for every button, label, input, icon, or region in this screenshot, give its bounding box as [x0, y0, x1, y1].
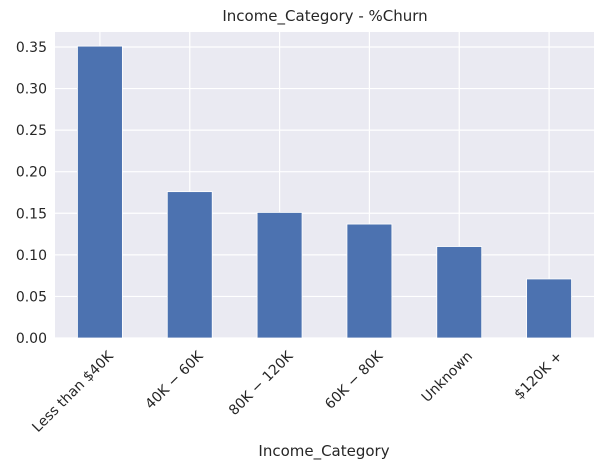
bar: [166, 191, 213, 339]
y-tick-label: 0.10: [16, 248, 47, 264]
x-tick-label: $120K +: [511, 348, 565, 402]
y-tick-label: 0.25: [16, 123, 47, 139]
x-axis-ticks: Less than $40K 40K − 60K 80K − 120K 60K − 8…: [29, 348, 565, 436]
bar: [77, 45, 123, 339]
y-tick-label: 0.05: [16, 289, 47, 305]
x-tick-label: 80K − 120K: [226, 348, 297, 419]
y-tick-label: 0.30: [16, 82, 47, 98]
y-tick-label: 0.15: [16, 206, 47, 222]
x-tick-label: 60K − 80K: [322, 348, 387, 413]
bar: [346, 223, 393, 339]
chart-title: Income_Category - %Churn: [222, 7, 427, 26]
x-tick-label: Unknown: [419, 348, 476, 405]
x-tick-label: Less than $40K: [29, 348, 117, 436]
plot-area: [55, 32, 594, 338]
y-tick-label: 0.20: [16, 165, 47, 181]
bars: [77, 45, 572, 339]
bar: [526, 278, 572, 339]
bar: [436, 246, 483, 339]
y-tick-label: 0.35: [16, 40, 47, 56]
bar: [256, 212, 303, 339]
x-axis-label: Income_Category: [258, 442, 389, 461]
x-tick-label: 40K − 60K: [142, 348, 207, 413]
y-tick-label: 0.00: [16, 331, 47, 347]
y-axis-ticks: 0.00 0.05 0.10 0.15 0.20 0.25 0.30 0.35: [16, 40, 47, 347]
